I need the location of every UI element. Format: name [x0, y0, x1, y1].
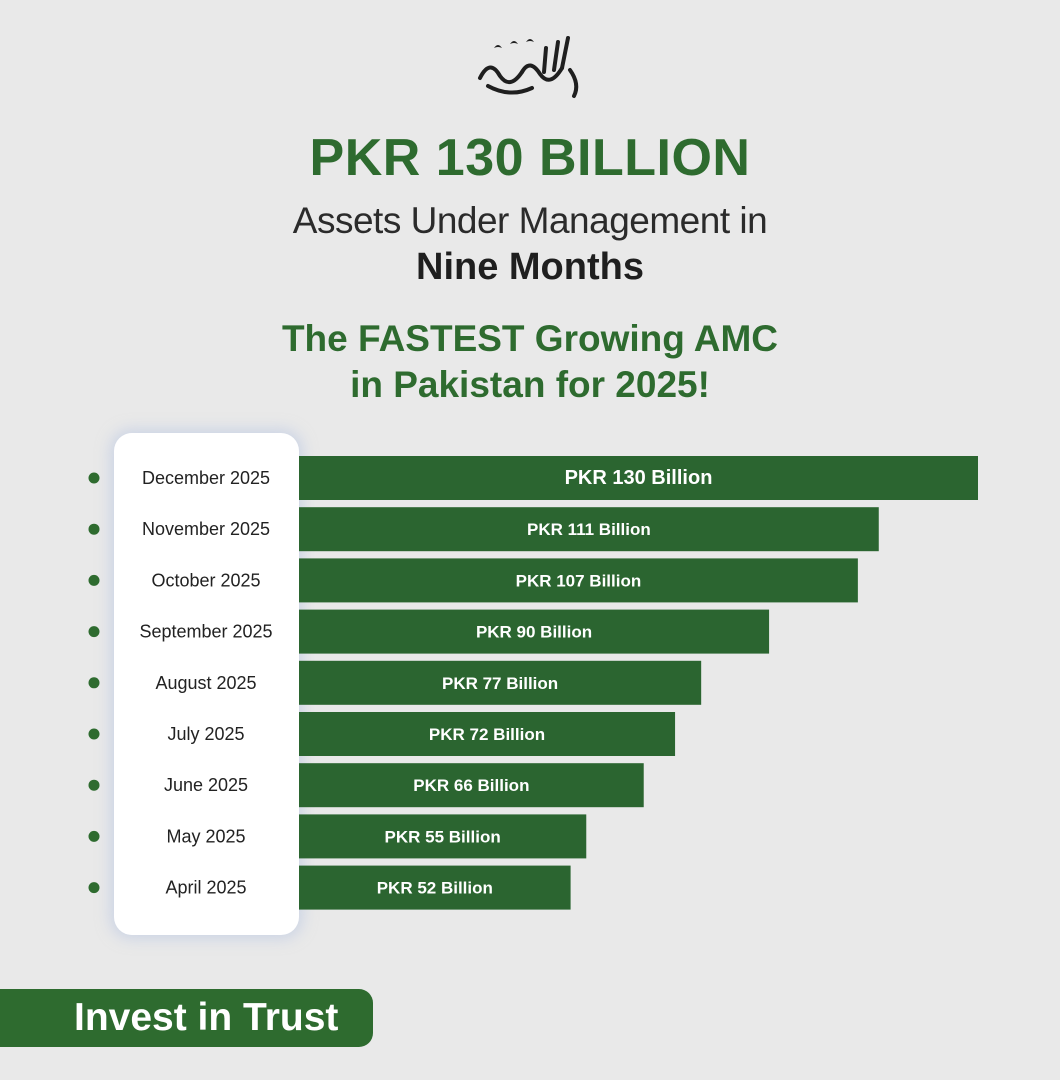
month-label: September 2025 — [139, 622, 272, 642]
bullet-dot — [88, 574, 100, 586]
month-label: July 2025 — [167, 724, 244, 744]
subline: Assets Under Management in — [292, 200, 768, 241]
bullet-dot — [88, 677, 100, 689]
tagline-line-2: in Pakistan for 2025! — [350, 364, 710, 405]
bar-data-label: PKR 130 Billion — [565, 467, 713, 489]
headline: PKR 130 BILLION — [309, 129, 751, 187]
bullet-dot — [88, 472, 100, 484]
month-card — [114, 433, 299, 935]
bullet-dot — [88, 728, 100, 740]
bar-data-label: PKR 107 Billion — [516, 571, 642, 590]
tagline-line-1: The FASTEST Growing AMC — [281, 318, 779, 359]
month-label: November 2025 — [142, 519, 270, 539]
bar-data-label: PKR 77 Billion — [442, 674, 558, 693]
bar-data-label: PKR 55 Billion — [385, 827, 501, 846]
bar-data-label: PKR 52 Billion — [377, 879, 493, 898]
bar-data-label: PKR 66 Billion — [413, 776, 529, 795]
bar-3 — [299, 609, 770, 654]
bullet-dot — [88, 523, 100, 535]
bar-2 — [299, 558, 858, 603]
bullet-dot — [88, 830, 100, 842]
bullet-dot — [88, 626, 100, 638]
subline-bold: Nine Months — [416, 246, 644, 288]
bar-0 — [299, 456, 978, 500]
bar-8 — [299, 865, 571, 910]
bullet-dot — [88, 882, 100, 894]
bar-4 — [299, 660, 702, 705]
bar-data-label: PKR 90 Billion — [476, 623, 592, 642]
bar-6 — [299, 763, 644, 808]
month-label: June 2025 — [164, 775, 248, 795]
month-label: October 2025 — [151, 570, 260, 590]
month-label: August 2025 — [155, 673, 256, 693]
bar-5 — [299, 712, 676, 756]
bar-7 — [299, 814, 587, 859]
month-label: April 2025 — [165, 878, 246, 898]
invest-in-trust-button[interactable]: Invest in Trust — [0, 989, 373, 1047]
bar-data-label: PKR 72 Billion — [429, 725, 545, 744]
bar-data-label: PKR 111 Billion — [527, 520, 651, 539]
bar-1 — [299, 507, 879, 552]
bullet-dot — [88, 779, 100, 791]
month-label: May 2025 — [166, 826, 245, 846]
month-label: December 2025 — [142, 468, 270, 488]
alhamdulillah-calligraphy-icon — [478, 36, 579, 98]
cta-label: Invest in Trust — [74, 996, 339, 1039]
